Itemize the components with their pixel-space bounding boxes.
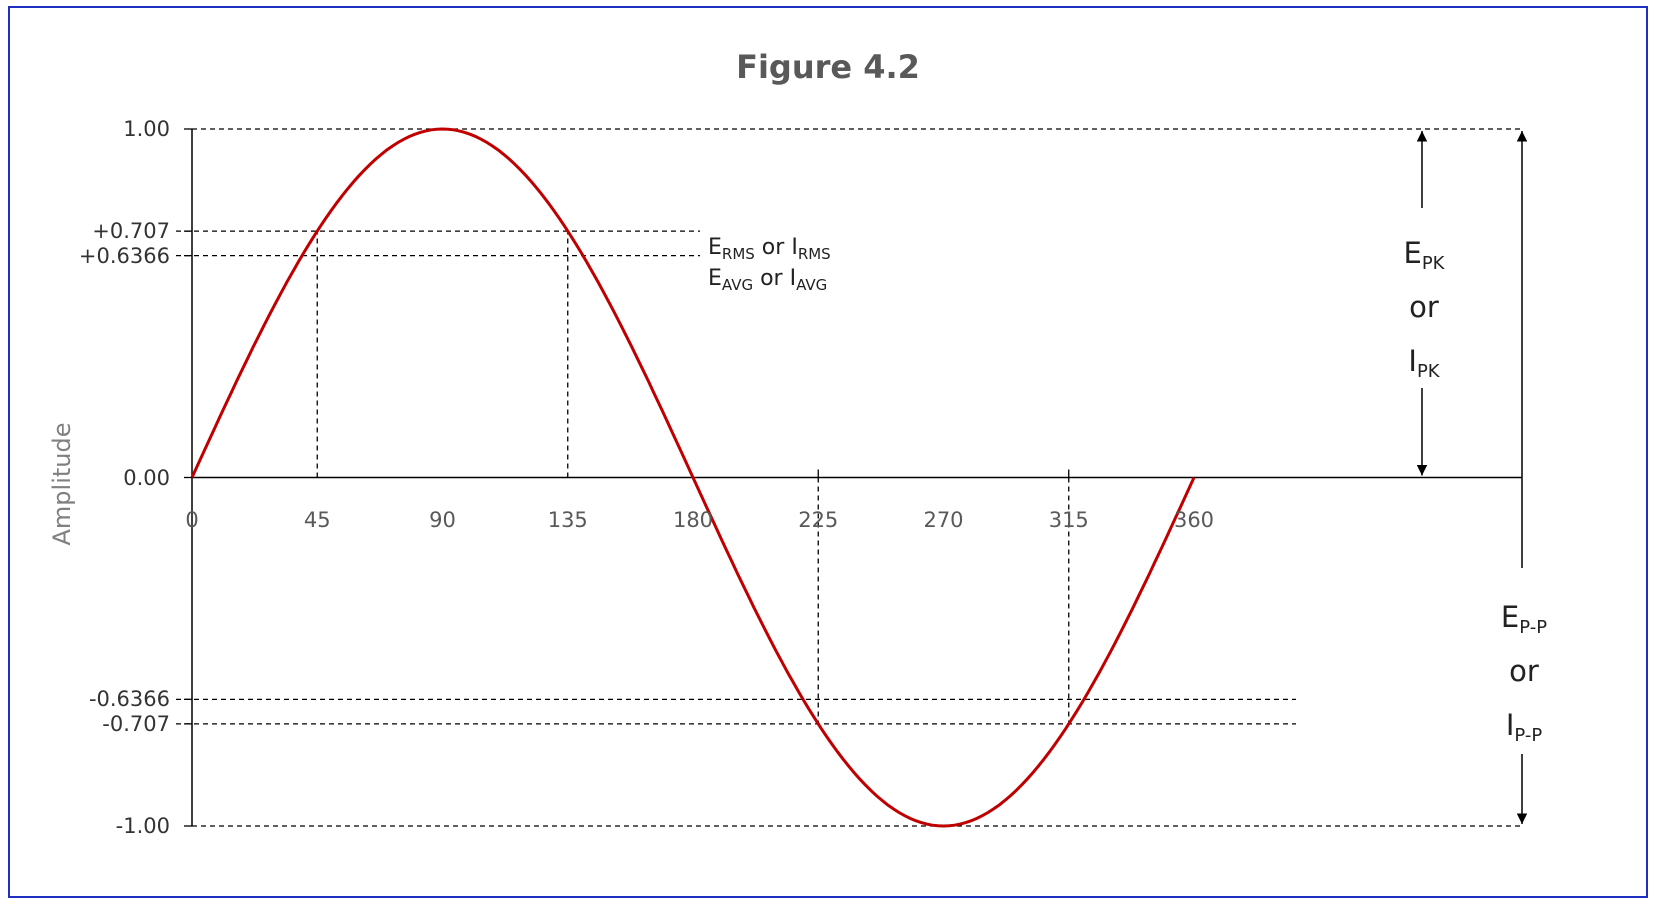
peak-i-sub: PK [1416, 361, 1440, 382]
y-tick-label: -0.707 [102, 711, 170, 736]
x-tick-label: 360 [1173, 508, 1215, 532]
peak-e: E [1403, 236, 1422, 270]
peak-i: I [1408, 344, 1417, 378]
rms-i: I [791, 235, 798, 260]
x-tick-label: 45 [303, 508, 331, 532]
chart-title: Figure 4.2 [736, 48, 920, 86]
x-tick-label: 180 [672, 508, 714, 532]
sine-wave-series [190, 127, 1196, 828]
y-tick-label: +0.6366 [78, 243, 170, 268]
avg-annotation: EAVG or IAVG [708, 266, 827, 294]
avg-i: I [789, 266, 797, 291]
x-tick-label: 315 [1048, 508, 1089, 532]
rms-or: or [761, 235, 785, 260]
peak-annotation: EPK or IPK [1364, 226, 1484, 388]
x-tick-label: 0 [185, 508, 199, 532]
chart-plot [176, 127, 1528, 828]
pp-i-sub: P-P [1514, 725, 1543, 746]
peak-to-peak-annotation: EP-P or IP-P [1464, 590, 1584, 752]
y-tick-label: -0.6366 [88, 687, 170, 712]
x-tick-label: 135 [547, 508, 588, 532]
avg-e-sub: AVG [721, 276, 754, 294]
rms-e-sub: RMS [721, 245, 755, 263]
y-tick-label: 0.00 [123, 465, 170, 490]
peak-e-sub: PK [1421, 253, 1445, 274]
x-tick-label: 225 [798, 508, 839, 532]
peak-or: or [1409, 290, 1439, 324]
rms-i-sub: RMS [797, 245, 831, 263]
avg-i-sub: AVG [796, 276, 828, 294]
x-tick-label: 90 [429, 508, 456, 532]
pp-e-sub: P-P [1519, 617, 1548, 638]
rms-annotation: ERMS or IRMS [708, 235, 831, 263]
y-tick-label: +0.707 [92, 219, 170, 244]
pp-or: or [1509, 654, 1539, 688]
avg-e: E [708, 266, 722, 291]
y-tick-label: -1.00 [115, 814, 170, 838]
avg-or: or [760, 266, 783, 291]
chart-frame: Figure 4.2 Amplitude 1.00 +0.707 +0.6366 0.… [8, 6, 1648, 898]
pp-e: E [1500, 600, 1520, 634]
x-tick-label: 270 [923, 508, 964, 532]
pp-i: I [1505, 708, 1515, 742]
y-tick-label: 1.00 [123, 117, 170, 141]
rms-e: E [708, 235, 722, 260]
